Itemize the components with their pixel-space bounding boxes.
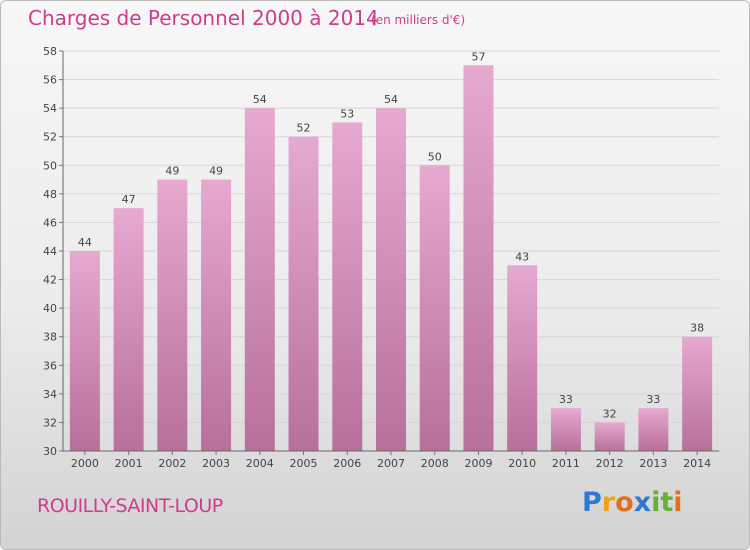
y-tick-label: 52 <box>43 131 57 144</box>
x-tick-label: 2006 <box>333 457 361 470</box>
bar <box>682 336 713 451</box>
data-label: 33 <box>559 393 573 406</box>
data-label: 33 <box>646 393 660 406</box>
data-label: 44 <box>78 236 92 249</box>
bar <box>157 179 188 452</box>
bar <box>332 122 363 451</box>
y-tick-label: 36 <box>43 359 57 372</box>
bar <box>113 208 144 451</box>
data-label: 32 <box>603 407 617 420</box>
data-label: 57 <box>471 50 485 63</box>
x-tick-label: 2004 <box>246 457 274 470</box>
logo-letter: o <box>615 487 634 518</box>
x-tick-label: 2012 <box>596 457 624 470</box>
data-label: 54 <box>253 93 267 106</box>
logo-letter: x <box>633 487 652 518</box>
bar <box>376 108 406 452</box>
y-tick-label: 32 <box>43 416 57 429</box>
proxiti-logo: Proxiti <box>582 487 683 518</box>
logo-letter: t <box>660 487 674 518</box>
x-tick-label: 2010 <box>508 457 536 470</box>
x-tick-label: 2011 <box>552 457 580 470</box>
data-label: 43 <box>515 250 529 263</box>
data-label: 50 <box>428 150 442 163</box>
y-tick-label: 56 <box>43 74 57 87</box>
x-tick-label: 2013 <box>639 457 667 470</box>
y-tick-label: 42 <box>43 274 57 287</box>
y-tick-label: 54 <box>43 102 57 115</box>
logo-letter: i <box>673 487 683 518</box>
x-tick-label: 2009 <box>464 457 492 470</box>
bar <box>69 251 100 451</box>
data-label: 49 <box>209 165 223 178</box>
logo-letter: i <box>651 487 661 518</box>
commune-name: ROUILLY-SAINT-LOUP <box>37 495 223 517</box>
y-tick-label: 58 <box>43 45 57 58</box>
x-tick-label: 2003 <box>202 457 230 470</box>
x-tick-label: 2002 <box>158 457 186 470</box>
y-tick-label: 38 <box>43 331 57 344</box>
y-tick-label: 40 <box>43 302 57 315</box>
x-tick-label: 2014 <box>683 457 711 470</box>
x-tick-label: 2008 <box>421 457 449 470</box>
bar <box>288 136 319 451</box>
bar <box>507 265 538 451</box>
data-label: 52 <box>297 122 311 135</box>
chart-subtitle: (en milliers d'€) <box>371 13 466 27</box>
logo-letter: P <box>582 487 602 518</box>
x-tick-label: 2000 <box>71 457 99 470</box>
bar <box>638 408 669 451</box>
data-label: 54 <box>384 93 398 106</box>
x-tick-label: 2005 <box>290 457 318 470</box>
y-tick-label: 34 <box>43 388 57 401</box>
y-tick-label: 50 <box>43 159 57 172</box>
bar <box>201 179 232 452</box>
x-tick-label: 2007 <box>377 457 405 470</box>
y-tick-label: 44 <box>43 245 57 258</box>
data-label: 49 <box>165 165 179 178</box>
x-tick-label: 2001 <box>115 457 143 470</box>
chart-title: Charges de Personnel 2000 à 2014 <box>28 6 379 30</box>
bar <box>419 165 450 452</box>
data-label: 53 <box>340 107 354 120</box>
data-label: 38 <box>690 322 704 335</box>
bar <box>244 108 275 452</box>
logo-letter: r <box>601 487 616 518</box>
y-tick-label: 30 <box>43 445 57 458</box>
y-tick-label: 46 <box>43 216 57 229</box>
bar <box>594 422 625 451</box>
y-tick-label: 48 <box>43 188 57 201</box>
bar <box>463 65 494 452</box>
bar <box>550 408 581 451</box>
data-label: 47 <box>122 193 136 206</box>
